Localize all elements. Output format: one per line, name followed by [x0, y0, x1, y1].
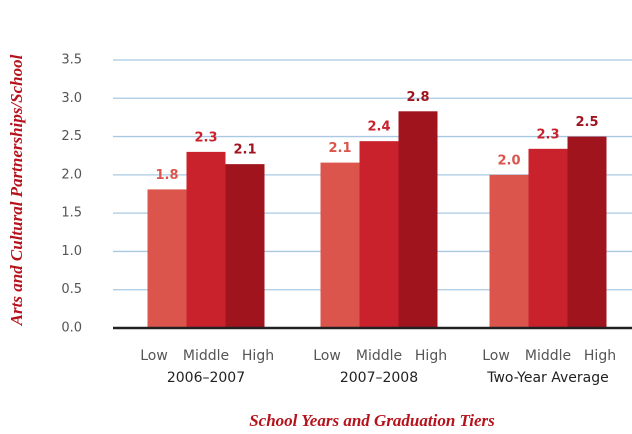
- value-label: 2.3: [536, 127, 559, 142]
- series-name: Low: [313, 348, 341, 364]
- value-label: 2.0: [497, 153, 520, 168]
- series-name: Low: [482, 348, 510, 364]
- series-name: High: [242, 348, 274, 364]
- x-axis-title: School Years and Graduation Tiers: [249, 411, 495, 430]
- series-name: Middle: [183, 348, 229, 364]
- value-label: 2.5: [575, 115, 598, 130]
- value-label: 2.1: [233, 143, 256, 158]
- bar: [225, 164, 265, 328]
- x-tick-label: 2007–2008: [340, 370, 418, 386]
- y-tick-label: 3.0: [61, 91, 82, 106]
- series-name: Middle: [525, 348, 571, 364]
- y-tick-label: 3.5: [61, 53, 82, 68]
- series-name: Low: [140, 348, 168, 364]
- y-tick-label: 2.5: [61, 129, 82, 144]
- y-tick-label: 2.0: [61, 167, 82, 182]
- bar: [320, 162, 360, 328]
- value-label: 2.4: [367, 120, 390, 135]
- value-label: 2.3: [194, 130, 217, 145]
- x-tick-label: Two-Year Average: [486, 370, 608, 386]
- series-name: High: [584, 348, 616, 364]
- value-label: 1.8: [155, 168, 178, 183]
- y-tick-label: 1.0: [61, 244, 82, 259]
- bar: [528, 148, 568, 328]
- y-tick-label: 0.0: [61, 321, 82, 336]
- bar: [567, 136, 607, 328]
- value-label: 2.1: [328, 141, 351, 156]
- series-name: High: [415, 348, 447, 364]
- y-tick-label: 0.5: [61, 282, 82, 297]
- value-label: 2.8: [406, 90, 429, 105]
- bar: [489, 174, 529, 328]
- series-name: Middle: [356, 348, 402, 364]
- y-axis-title: Arts and Cultural Partnerships/School: [7, 54, 26, 326]
- bar: [398, 111, 438, 328]
- bar: [359, 141, 399, 328]
- bar: [186, 151, 226, 328]
- x-tick-label: 2006–2007: [167, 370, 245, 386]
- y-tick-label: 1.5: [61, 206, 82, 221]
- bar: [147, 189, 187, 328]
